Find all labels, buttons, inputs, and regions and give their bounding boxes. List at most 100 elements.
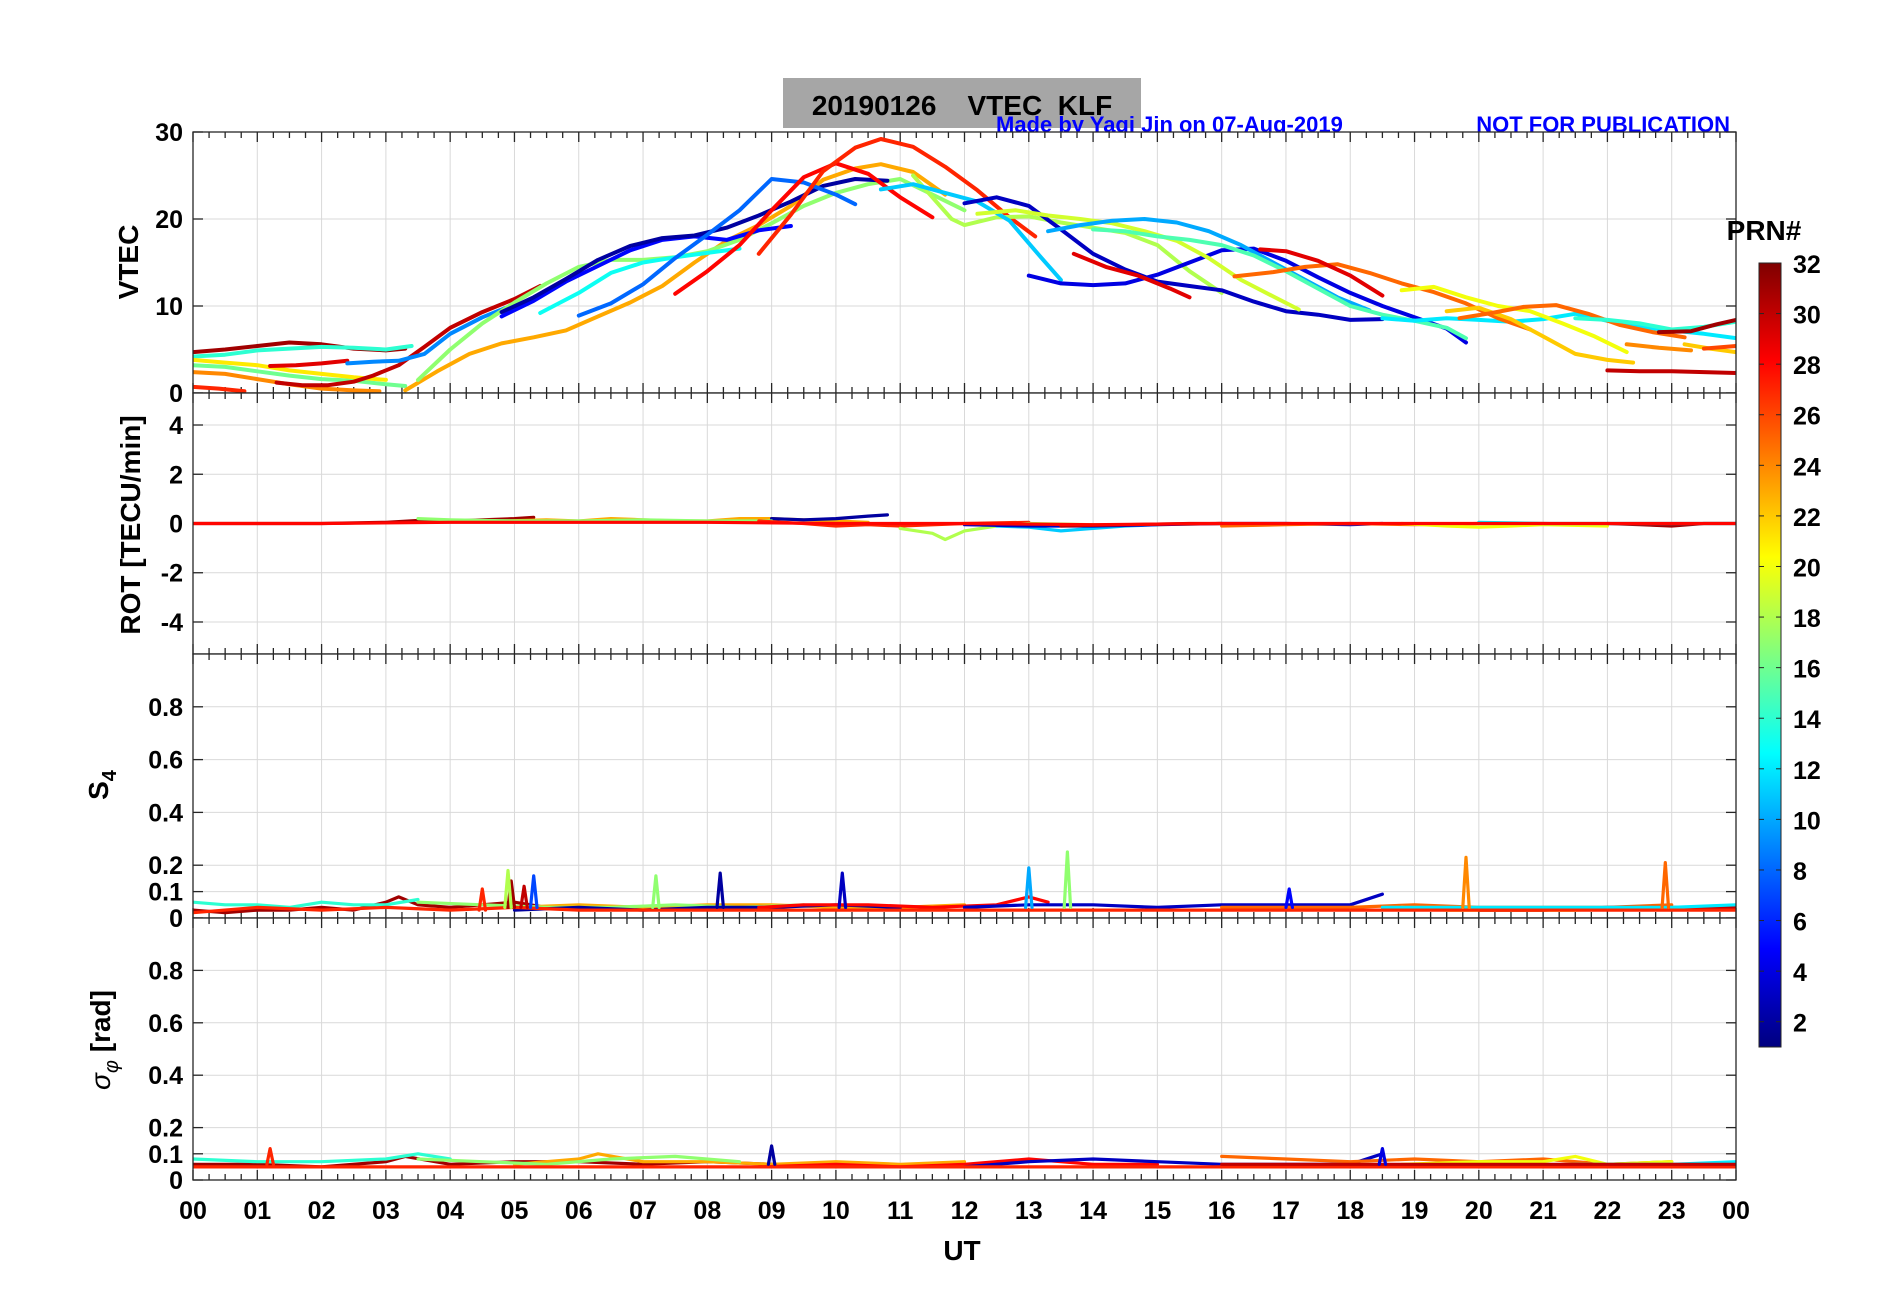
x-tick-label: 10: [822, 1197, 850, 1225]
s4-series-prn-17: [1062, 850, 1073, 909]
s4-panel: 00.10.2 0.4 0.6 0.8: [148, 653, 1737, 933]
s4-series-prn-28: [757, 895, 1050, 909]
vtec-series-prn-5: [499, 224, 793, 319]
chart-title: 20190126 VTEC KLF: [812, 90, 1112, 121]
colorbar-tick-label: 6: [1793, 909, 1807, 937]
sigma-series-group: [193, 1144, 1736, 1169]
sigma-ytick-label: 0: [169, 1167, 183, 1195]
s4-series-prn-25: [1660, 861, 1671, 909]
x-tick-label: 13: [1015, 1197, 1043, 1225]
vtec-series-prn-29: [268, 358, 350, 368]
sigma-frame: [192, 917, 1737, 1181]
vtec-series-prn-30: [274, 284, 543, 388]
sigma-ytick-label: 0.6: [148, 1010, 183, 1038]
s4-series-prn-10: [1023, 866, 1034, 909]
x-tick-label: 18: [1336, 1197, 1364, 1225]
colorbar-tick-label: 26: [1793, 403, 1821, 431]
vtec-ylabel: VTEC: [113, 225, 144, 300]
vtec-series-prn-19: [975, 208, 1301, 312]
vtec-series-prn-29: [1071, 251, 1192, 300]
vtec-series-prn-29: [1258, 247, 1385, 298]
colorbar-tick-label: 12: [1793, 757, 1821, 785]
colorbar-tick-label: 14: [1793, 706, 1821, 734]
vtec-ytick-label: 10: [155, 293, 183, 321]
colorbar-tick-label: 22: [1793, 504, 1821, 532]
vtec-series-prn-21: [193, 357, 388, 382]
x-tick-label: 16: [1208, 1197, 1236, 1225]
vtec-series-prn-24: [1624, 342, 1693, 353]
colorbar-tick-label: 28: [1793, 352, 1821, 380]
vtec-series-prn-27: [756, 137, 1038, 256]
sigma-ytick-label: 0.1: [148, 1141, 183, 1169]
s4-series-prn-5: [1284, 887, 1294, 909]
vtec-series-prn-25: [1457, 303, 1687, 340]
s4-series-prn-14: [193, 897, 420, 909]
x-tick-label: 00: [1722, 1197, 1750, 1225]
rot-series-group: [193, 513, 1736, 542]
x-tick-label: 15: [1143, 1197, 1171, 1225]
rot-ytick-label: 2: [169, 461, 183, 489]
sigma-series-prn-27: [265, 1147, 275, 1166]
sigma-ylabel-main: σφ [rad]: [85, 990, 123, 1090]
vtec-series-prn-3: [962, 195, 1385, 322]
rot-ytick-label: -4: [161, 609, 183, 637]
vtec-ytick-label: 30: [155, 119, 183, 147]
title-box: [783, 78, 1141, 128]
s4-series-prn-30: [519, 884, 529, 909]
rot-ylabel: ROT [TECU/min]: [115, 415, 146, 634]
vtec-series-prn-31: [1656, 317, 1736, 335]
x-tick-label: 19: [1401, 1197, 1429, 1225]
colorbar-tick-label: 16: [1793, 656, 1821, 684]
sigma-ytick-label: 0.2: [148, 1115, 183, 1143]
colorbar-tick-label: 10: [1793, 807, 1821, 835]
vtec-series-prn-22: [1444, 305, 1636, 365]
colorbar-tick-label: 2: [1793, 1010, 1807, 1038]
x-tick-label: 08: [693, 1197, 721, 1225]
vtec-series-prn-23: [403, 162, 948, 393]
s4-ytick-label: 0.4: [148, 799, 183, 827]
colorbar-tick-label: 30: [1793, 302, 1821, 330]
vtec-series-group: [193, 137, 1736, 393]
x-tick-label: 22: [1594, 1197, 1622, 1225]
vtec-panel: 0 10 20 30: [155, 119, 1737, 408]
s4-series-prn-18: [503, 868, 513, 909]
rot-ytick-label: 0: [169, 511, 183, 539]
s4-series-prn-2: [715, 871, 725, 909]
colorbar-tick-label: 18: [1793, 605, 1821, 633]
colorbar-tick-label: 20: [1793, 554, 1821, 582]
x-tick-label: 02: [308, 1197, 336, 1225]
s4-ylabel: S4: [83, 769, 121, 800]
s4-ytick-label: 0.1: [148, 879, 183, 907]
s4-series-prn-3: [837, 871, 848, 909]
sigma-panel: 00.10.2 0.4 0.6 0.8: [148, 917, 1737, 1195]
s4-series-prn-27: [477, 887, 488, 912]
s4-ytick-label: 0.2: [148, 852, 183, 880]
vtec-series-prn-8: [576, 177, 858, 318]
x-tick-label: 17: [1272, 1197, 1300, 1225]
x-tick-label: 09: [758, 1197, 786, 1225]
sigma-ytick-label: 0.8: [148, 957, 183, 985]
x-tick-label: 01: [243, 1197, 271, 1225]
vtec-series-prn-27: [193, 384, 247, 393]
colorbar-tick-label: 32: [1793, 251, 1821, 279]
x-tick-label: 05: [501, 1197, 529, 1225]
sigma-series-prn-28: [757, 1157, 1159, 1169]
s4-ylabel-main: S4: [83, 769, 121, 800]
x-tick-label: 06: [565, 1197, 593, 1225]
vtec-ytick-label: 20: [155, 206, 183, 234]
x-tick-label: 12: [951, 1197, 979, 1225]
sigma-series-prn-14: [193, 1152, 452, 1164]
x-tick-label: 11: [887, 1197, 914, 1225]
sigma-series-prn-2: [766, 1144, 777, 1166]
sigma-series-prn-4: [1377, 1147, 1388, 1166]
s4-ytick-label: 0: [169, 905, 183, 933]
vtec-series-prn-14: [193, 344, 414, 359]
vtec-series-prn-2: [499, 177, 890, 315]
vtec-series-prn-13: [538, 246, 742, 315]
x-tick-label: 07: [629, 1197, 657, 1225]
x-tick-label: 23: [1658, 1197, 1686, 1225]
colorbar-tick-label: 24: [1793, 453, 1821, 481]
x-tick-label: 21: [1529, 1197, 1557, 1225]
